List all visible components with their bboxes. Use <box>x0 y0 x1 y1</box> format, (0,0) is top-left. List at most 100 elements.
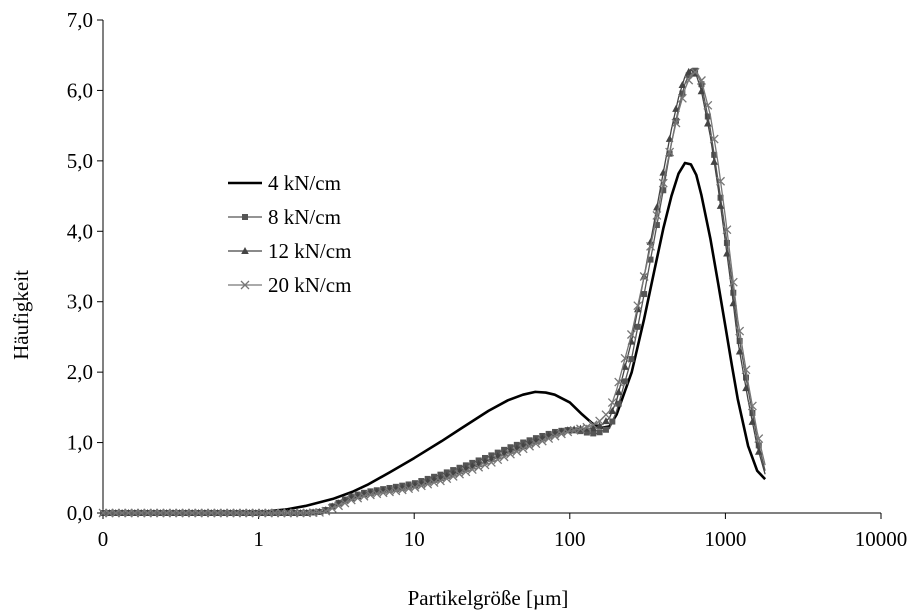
data-point <box>410 482 420 492</box>
data-point <box>684 75 694 85</box>
data-point <box>698 81 705 88</box>
data-point <box>729 299 738 307</box>
data-point <box>735 326 745 336</box>
legend-item: 8 kN/cm <box>228 205 341 229</box>
data-point <box>194 508 203 518</box>
data-point <box>442 474 452 484</box>
legend-item: 20 kN/cm <box>228 273 351 297</box>
data-point <box>327 503 337 513</box>
data-point <box>658 178 668 188</box>
data-point <box>634 323 641 330</box>
x-tick-label: 10000 <box>855 527 908 551</box>
data-point <box>168 508 178 518</box>
data-point <box>276 508 286 518</box>
data-point <box>353 493 363 503</box>
data-point <box>461 467 471 477</box>
data-point <box>652 210 662 220</box>
data-point <box>735 347 744 355</box>
data-point <box>149 508 159 518</box>
data-point <box>162 508 172 518</box>
y-tick-label: 3,0 <box>67 290 93 314</box>
data-point <box>716 176 726 186</box>
data-point <box>429 478 439 488</box>
data-point <box>709 134 719 144</box>
data-point <box>416 481 426 491</box>
data-point <box>537 436 547 446</box>
data-point <box>213 508 223 518</box>
data-point <box>723 239 730 246</box>
data-point <box>200 508 210 518</box>
data-point <box>614 377 624 387</box>
data-point <box>544 434 554 444</box>
data-point <box>225 508 235 518</box>
data-point <box>684 67 693 75</box>
data-point <box>219 508 229 518</box>
data-point <box>628 356 635 363</box>
y-tick-label: 6,0 <box>67 78 93 102</box>
series-20-kn-cm <box>98 67 766 518</box>
x-axis-title: Partikelgröße [µm] <box>408 586 569 610</box>
data-point <box>346 495 356 505</box>
data-point <box>340 498 350 508</box>
data-point <box>588 420 598 430</box>
data-point <box>678 81 687 89</box>
data-point <box>646 238 655 246</box>
data-point <box>596 429 603 436</box>
x-tick-label: 10 <box>404 527 425 551</box>
data-point <box>723 249 731 257</box>
data-point <box>98 508 108 518</box>
y-tick-label: 0,0 <box>67 501 93 525</box>
legend-item: 4 kN/cm <box>228 171 341 195</box>
data-point <box>602 417 610 425</box>
data-point <box>512 447 522 456</box>
data-point <box>716 201 725 209</box>
data-point <box>748 417 757 425</box>
data-point <box>486 457 496 467</box>
data-point <box>717 194 724 201</box>
data-point <box>582 422 592 432</box>
data-point <box>590 430 597 437</box>
data-point <box>754 447 763 455</box>
data-point <box>703 100 713 110</box>
data-point <box>583 429 590 436</box>
x-tick-label: 100 <box>554 527 586 551</box>
data-point <box>525 441 535 451</box>
data-point <box>755 442 762 449</box>
data-point <box>550 431 560 441</box>
data-point <box>647 256 654 263</box>
data-point <box>614 388 623 396</box>
data-point <box>633 305 642 313</box>
data-point <box>589 424 598 432</box>
x-tick-label: 1 <box>253 527 264 551</box>
data-point <box>423 479 433 489</box>
legend-label: 4 kN/cm <box>268 171 341 195</box>
data-point <box>621 362 629 370</box>
data-point <box>289 508 299 518</box>
y-axis-title: Häufigkeit <box>9 270 33 360</box>
data-point <box>283 508 293 518</box>
data-point <box>607 398 617 408</box>
data-point <box>741 365 751 375</box>
data-point <box>181 508 191 518</box>
data-point <box>615 400 622 407</box>
data-point <box>174 508 184 518</box>
data-point <box>665 147 675 157</box>
data-point <box>232 508 242 518</box>
data-point <box>474 462 484 472</box>
y-tick-label: 2,0 <box>67 360 93 384</box>
data-point <box>467 465 477 474</box>
data-point <box>499 452 509 462</box>
data-point <box>754 434 764 444</box>
y-tick-label: 4,0 <box>67 219 93 243</box>
data-point <box>626 330 636 339</box>
data-point <box>206 508 216 518</box>
data-point <box>448 471 458 481</box>
data-point <box>609 418 616 425</box>
data-point <box>334 501 344 511</box>
data-point <box>270 508 280 518</box>
data-point <box>736 337 743 344</box>
data-point <box>130 508 140 518</box>
data-point <box>742 384 750 392</box>
data-point <box>633 301 643 311</box>
